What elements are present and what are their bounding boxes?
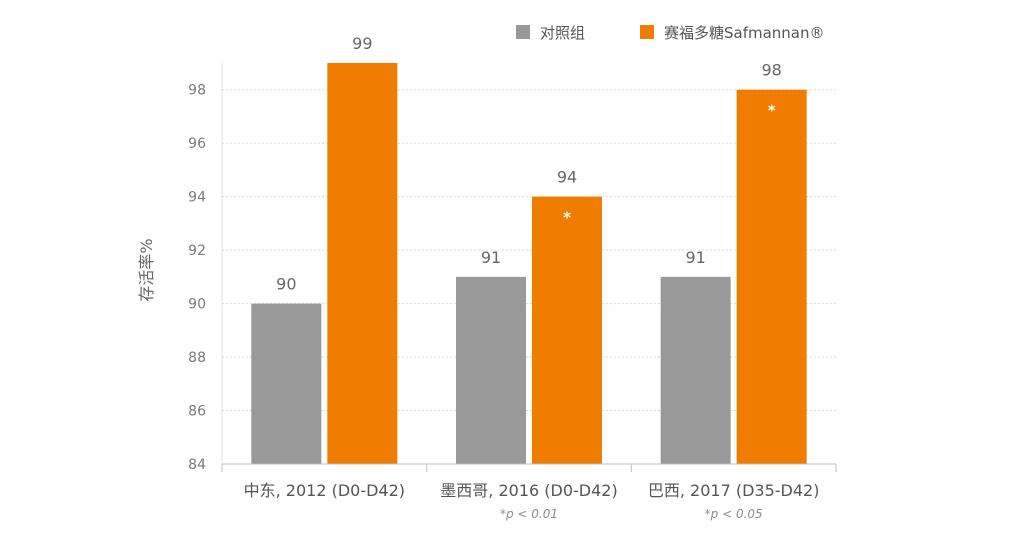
significance-note: *p < 0.01 <box>500 507 558 521</box>
data-label: 94 <box>557 168 577 187</box>
y-axis-label: 存活率% <box>137 238 156 301</box>
bar <box>736 89 807 464</box>
x-category-label: 墨西哥, 2016 (D0-D42) <box>440 481 617 500</box>
data-label: 98 <box>761 61 781 80</box>
significance-marker: * <box>768 102 776 120</box>
x-category-label: 巴西, 2017 (D35-D42) <box>648 481 820 500</box>
significance-marker: * <box>563 209 571 227</box>
y-tick-label: 94 <box>188 190 206 206</box>
y-tick-label: 84 <box>188 457 206 473</box>
bar <box>532 196 602 464</box>
legend-label: 对照组 <box>540 24 585 42</box>
y-tick-label: 86 <box>188 404 206 420</box>
legend-swatch <box>516 25 530 39</box>
data-label: 91 <box>685 248 705 267</box>
data-label: 99 <box>352 34 372 53</box>
legend-label: 赛福多糖Safmannan® <box>664 24 825 42</box>
significance-note: *p < 0.05 <box>705 507 763 521</box>
bar <box>327 63 398 464</box>
y-tick-label: 92 <box>188 243 206 259</box>
y-tick-label: 98 <box>188 83 206 99</box>
bars: 90 99 91 94 * 91 98 * <box>251 34 807 464</box>
y-axis-ticks: 84 86 88 90 92 94 96 98 <box>188 83 206 473</box>
y-tick-label: 88 <box>188 350 206 366</box>
bar <box>660 276 731 464</box>
legend: 对照组 赛福多糖Safmannan® <box>516 24 825 42</box>
y-tick-label: 90 <box>188 297 206 313</box>
data-label: 91 <box>481 248 501 267</box>
bar <box>251 303 322 464</box>
bar <box>456 276 526 464</box>
y-tick-label: 96 <box>188 136 206 152</box>
data-label: 90 <box>276 275 296 294</box>
x-category-label: 中东, 2012 (D0-D42) <box>244 481 405 500</box>
x-axis: 中东, 2012 (D0-D42) 墨西哥, 2016 (D0-D42) *p < … <box>221 63 837 521</box>
legend-swatch <box>640 25 654 39</box>
